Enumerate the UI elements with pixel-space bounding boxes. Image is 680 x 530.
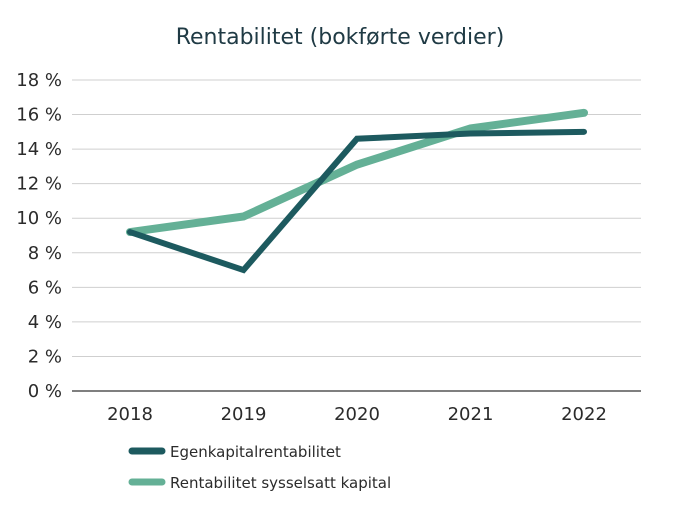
y-tick-label: 10 % <box>16 208 62 229</box>
y-tick-label: 16 % <box>16 105 62 126</box>
series-lines <box>126 108 588 274</box>
gridlines <box>72 79 641 357</box>
legend-label: Rentabilitet sysselsatt kapital <box>170 474 391 492</box>
y-axis-ticks: 0 % 2 % 4 % 6 % 8 % 10 % 12 % 14 % 16 % 18 % <box>16 70 62 402</box>
x-tick-label: 2018 <box>107 404 153 425</box>
y-tick-label: 0 % <box>28 381 62 402</box>
x-axis-ticks: 2018 2019 2020 2021 2022 <box>107 404 607 425</box>
y-tick-label: 12 % <box>16 174 62 195</box>
x-tick-label: 2022 <box>561 404 607 425</box>
legend: Egenkapitalrentabilitet Rentabilitet syss… <box>128 443 391 492</box>
series-line-1 <box>127 128 587 274</box>
y-tick-label: 2 % <box>28 346 62 367</box>
x-tick-label: 2019 <box>221 404 267 425</box>
y-tick-label: 8 % <box>28 243 62 264</box>
y-tick-label: 18 % <box>16 70 62 91</box>
y-tick-label: 14 % <box>16 139 62 160</box>
y-tick-label: 4 % <box>28 312 62 333</box>
x-tick-label: 2021 <box>448 404 494 425</box>
y-tick-label: 6 % <box>28 277 62 298</box>
chart-title: Rentabilitet (bokførte verdier) <box>176 25 505 50</box>
x-tick-label: 2020 <box>334 404 380 425</box>
legend-label: Egenkapitalrentabilitet <box>170 443 341 461</box>
